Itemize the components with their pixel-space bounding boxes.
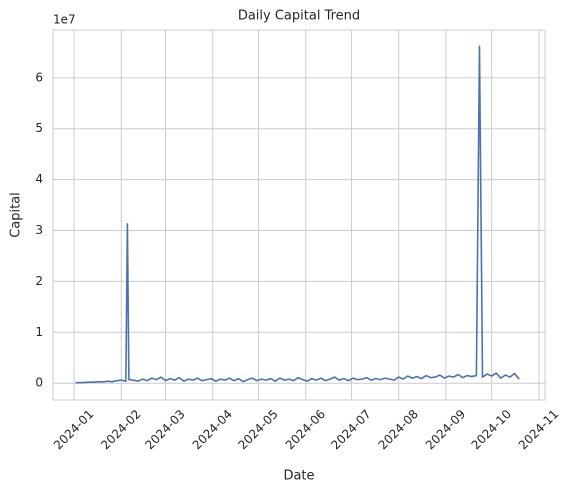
plot-border <box>52 29 546 401</box>
chart-title: Daily Capital Trend <box>238 9 360 24</box>
x-tick-label: 2024-08 <box>376 407 421 452</box>
y-tick-label: 5 <box>35 121 43 135</box>
y-tick-label: 6 <box>35 70 43 84</box>
data-line <box>75 45 520 384</box>
x-tick-label: 2024-03 <box>142 407 187 452</box>
y-axis-label: Capital <box>9 192 24 238</box>
x-tick-label: 2024-05 <box>235 407 280 452</box>
y-tick-label: 4 <box>35 172 43 186</box>
x-tick-label: 2024-07 <box>328 407 373 452</box>
x-tick-label: 2024-10 <box>469 407 514 452</box>
x-axis-label: Date <box>283 469 314 484</box>
y-tick-label: 1 <box>35 325 43 339</box>
y-offset-label: 1e7 <box>53 13 76 27</box>
y-tick-label: 0 <box>35 376 43 390</box>
x-tick-label: 2024-09 <box>423 407 468 452</box>
x-tick-label: 2024-04 <box>190 407 235 452</box>
x-tick-label: 2024-02 <box>98 407 143 452</box>
x-tick-label: 2024-01 <box>51 407 96 452</box>
x-tick-label: 2024-06 <box>283 407 328 452</box>
y-tick-label: 2 <box>35 274 43 288</box>
y-tick-label: 3 <box>35 223 43 237</box>
x-tick-label: 2024-11 <box>516 407 561 452</box>
